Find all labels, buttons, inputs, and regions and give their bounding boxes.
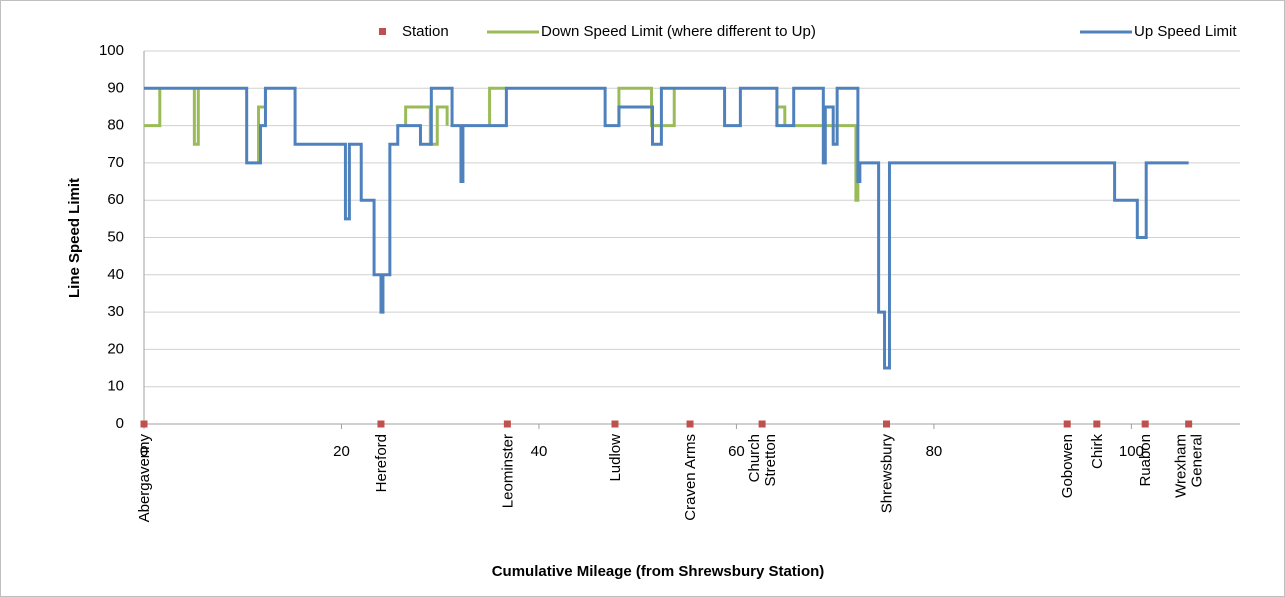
x-tick-label: 0 <box>140 443 148 460</box>
y-axis-label: Line Speed Limit <box>66 178 83 298</box>
y-tick-label: 10 <box>107 378 124 395</box>
y-tick-label: 40 <box>107 266 124 283</box>
station-label: Wrexham <box>1173 434 1190 498</box>
y-tick-label: 0 <box>116 415 124 432</box>
station-marker <box>758 420 766 428</box>
station-label: Church <box>746 434 763 482</box>
station-label: Stretton <box>762 434 779 487</box>
station-label: Ruabon <box>1137 434 1154 487</box>
station-marker <box>611 420 619 428</box>
y-tick-label: 70 <box>107 154 124 171</box>
y-tick-label: 100 <box>99 42 124 59</box>
station-marker <box>883 420 891 428</box>
speed-line <box>144 86 1189 370</box>
legend-label: Up Speed Limit <box>1134 23 1237 40</box>
y-tick-label: 60 <box>107 191 124 208</box>
station-marker <box>686 420 694 428</box>
station-label: Shrewsbury <box>878 434 895 514</box>
station-label: Abergavenny <box>136 434 153 523</box>
station-label: General <box>1189 434 1206 487</box>
station-label: Craven Arms <box>682 434 699 521</box>
station-marker <box>503 420 511 428</box>
station-label: Ludlow <box>607 434 624 482</box>
x-tick-label: 40 <box>531 443 548 460</box>
y-tick-label: 50 <box>107 228 124 245</box>
y-tick-label: 80 <box>107 117 124 134</box>
station-label: Chirk <box>1089 434 1106 470</box>
y-tick-label: 20 <box>107 340 124 357</box>
y-tick-label: 30 <box>107 303 124 320</box>
x-axis-label: Cumulative Mileage (from Shrewsbury Stat… <box>492 563 825 580</box>
station-marker <box>1141 420 1149 428</box>
station-marker <box>377 420 385 428</box>
station-marker <box>140 420 148 428</box>
x-tick-label: 80 <box>926 443 943 460</box>
station-label: Leominster <box>499 434 516 508</box>
station-marker <box>1093 420 1101 428</box>
legend-marker <box>379 28 386 35</box>
legend-label: Station <box>402 23 449 40</box>
x-tick-label: 60 <box>728 443 745 460</box>
station-label: Hereford <box>373 434 390 492</box>
legend-label: Down Speed Limit (where different to Up) <box>541 23 816 40</box>
station-marker <box>1063 420 1071 428</box>
x-tick-label: 20 <box>333 443 350 460</box>
x-tick-label: 100 <box>1119 443 1144 460</box>
y-tick-label: 90 <box>107 79 124 96</box>
station-label: Gobowen <box>1059 434 1076 498</box>
station-marker <box>1185 420 1193 428</box>
